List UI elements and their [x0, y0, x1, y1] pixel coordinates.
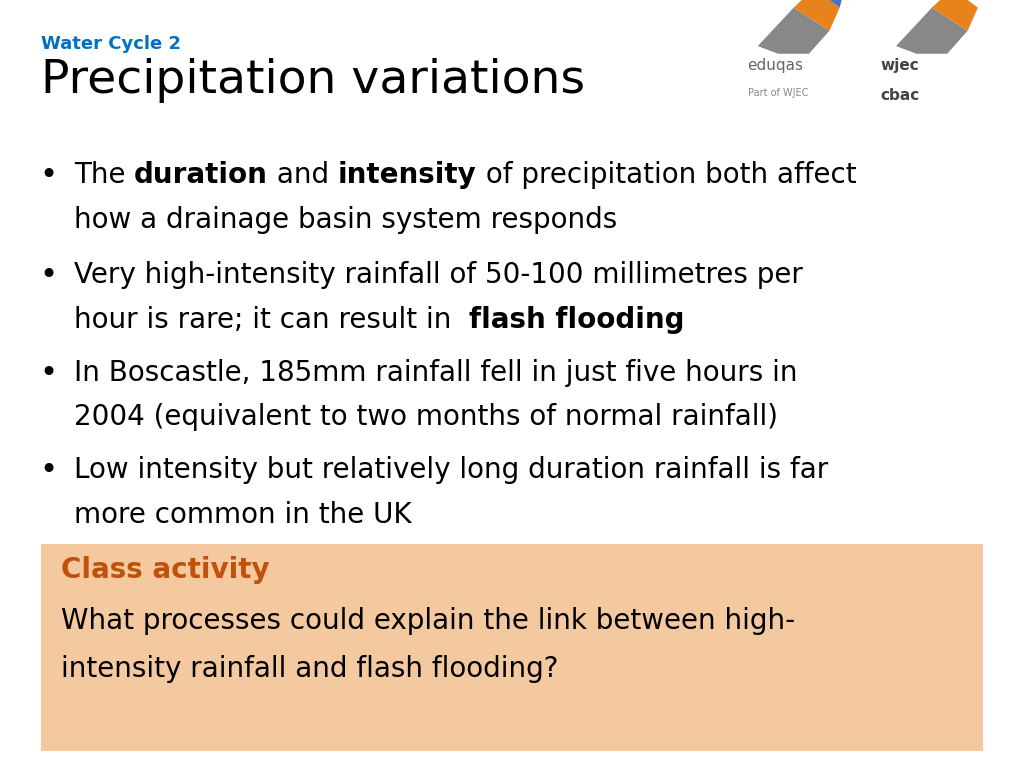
Text: What processes could explain the link between high-: What processes could explain the link be… [61, 607, 796, 634]
Text: Very high-intensity rainfall of 50-100 millimetres per: Very high-intensity rainfall of 50-100 m… [74, 261, 803, 289]
Polygon shape [932, 0, 978, 31]
Text: Class activity: Class activity [61, 556, 270, 584]
Text: •: • [39, 456, 57, 485]
Text: and: and [268, 161, 338, 189]
Text: 2004 (equivalent to two months of normal rainfall): 2004 (equivalent to two months of normal… [74, 403, 778, 431]
Text: intensity rainfall and flash flooding?: intensity rainfall and flash flooding? [61, 655, 559, 683]
Text: Part of WJEC: Part of WJEC [748, 88, 808, 98]
Text: hour is rare; it can result in: hour is rare; it can result in [74, 306, 469, 333]
Polygon shape [814, 0, 845, 8]
Text: Precipitation variations: Precipitation variations [41, 58, 585, 103]
Text: •: • [39, 359, 57, 388]
Text: of precipitation both affect: of precipitation both affect [477, 161, 856, 189]
Polygon shape [758, 8, 829, 54]
Text: •: • [39, 161, 57, 190]
Text: eduqas: eduqas [748, 58, 804, 73]
Text: how a drainage basin system responds: how a drainage basin system responds [74, 206, 617, 233]
Text: flash flooding: flash flooding [469, 306, 684, 333]
Text: The: The [74, 161, 134, 189]
Polygon shape [794, 0, 840, 31]
Text: Water Cycle 2: Water Cycle 2 [41, 35, 181, 52]
Text: intensity: intensity [338, 161, 477, 189]
Text: Low intensity but relatively long duration rainfall is far: Low intensity but relatively long durati… [74, 456, 828, 484]
Polygon shape [896, 8, 968, 54]
Text: cbac: cbac [881, 88, 920, 104]
Text: more common in the UK: more common in the UK [74, 501, 412, 528]
Text: •: • [39, 261, 57, 290]
Text: In Boscastle, 185mm rainfall fell in just five hours in: In Boscastle, 185mm rainfall fell in jus… [74, 359, 798, 386]
Text: duration: duration [134, 161, 268, 189]
FancyBboxPatch shape [41, 544, 983, 751]
Text: wjec: wjec [881, 58, 920, 73]
